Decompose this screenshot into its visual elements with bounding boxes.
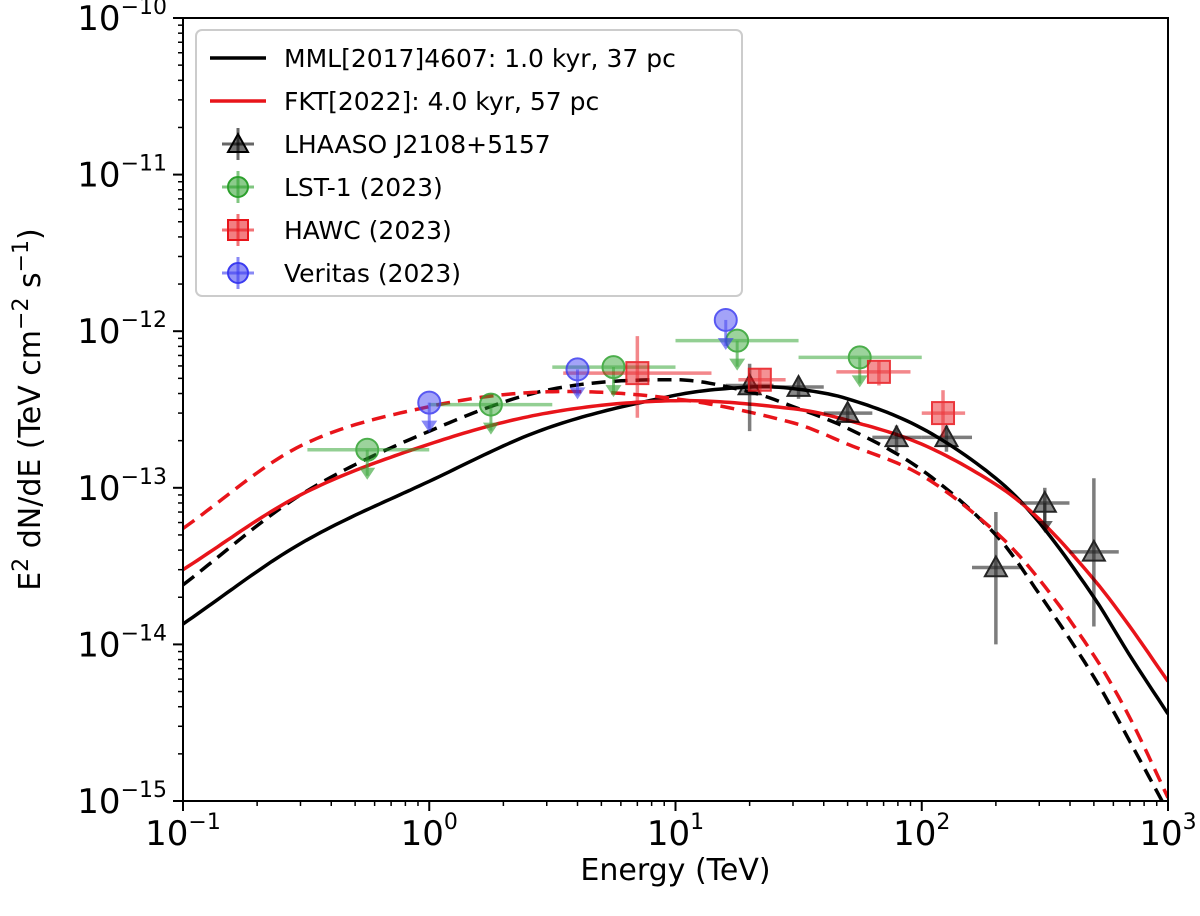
legend-label: LST-1 (2023) (284, 173, 443, 202)
axis-ticks: 10−1 100 101 102 10310−1510−1410−1310−1210−1… (77, 0, 1196, 854)
data-point-marker (625, 361, 650, 386)
x-tick-base: 10 (647, 814, 690, 854)
upper-limit-arrow (729, 358, 746, 371)
x-tick-base: 10 (145, 814, 188, 854)
data-point-marker (747, 367, 772, 392)
x-tick-base: 10 (401, 814, 444, 854)
y-tick-label: 10−10 (77, 0, 167, 39)
y-tick-exponent: −15 (121, 778, 167, 803)
data-point-marker (713, 307, 738, 332)
legend-marker-swatch (227, 262, 249, 284)
data-point-marker (355, 437, 380, 462)
data-point-marker (866, 359, 891, 384)
y-tick-label: 10−13 (77, 465, 167, 509)
legend-marker-swatch (227, 219, 249, 241)
legend-entry: HAWC (2023) (222, 214, 452, 246)
upper-limit-arrow (851, 375, 868, 388)
x-tick-base: 10 (893, 814, 936, 854)
y-tick-exponent: −10 (121, 0, 167, 20)
data-point-marker (1032, 489, 1058, 513)
data-point-marker (1081, 538, 1107, 562)
legend-box (195, 29, 743, 297)
legend-label: Veritas (2023) (284, 259, 461, 288)
y-tick-exponent: −11 (121, 152, 167, 177)
y-tick-base: 10 (77, 156, 120, 196)
y-axis-label: E2 dN/dE (TeV cm−2 s−1) (9, 228, 48, 591)
data-point-marker (983, 554, 1009, 578)
x-tick-label: 102 (893, 810, 950, 854)
upper-limit-arrow (482, 422, 499, 435)
y-tick-base: 10 (77, 469, 120, 509)
y-tick-exponent: −14 (121, 621, 167, 646)
y-tick-base: 10 (77, 782, 120, 822)
x-tick-label: 101 (647, 810, 704, 854)
model-0-solid-line (183, 384, 1168, 715)
legend-entry: FKT[2022]: 4.0 kyr, 57 pc (210, 87, 599, 116)
model-0-dashed-line (183, 377, 1165, 801)
x-axis-label: Energy (TeV) (580, 853, 770, 888)
y-tick-exponent: −13 (121, 465, 167, 490)
data-points (307, 307, 1119, 645)
x-tick-label: 10−1 (145, 810, 221, 854)
legend-entry: LST-1 (2023) (222, 171, 443, 203)
series-0 (725, 363, 1119, 645)
series-2 (563, 336, 966, 438)
upper-limit-arrow (359, 467, 376, 480)
y-tick-label: 10−14 (77, 621, 167, 665)
legend-entry: MML[2017]4607: 1.0 kyr, 37 pc (210, 44, 676, 73)
data-point-marker (785, 373, 812, 397)
upper-limit-arrow (1036, 520, 1053, 533)
legend-label: MML[2017]4607: 1.0 kyr, 37 pc (284, 44, 676, 73)
data-point-marker (883, 424, 910, 448)
y-tick-exponent: −12 (121, 308, 167, 333)
series-3 (417, 307, 738, 433)
x-tick-exponent: 2 (936, 810, 950, 835)
x-tick-base: 10 (1139, 814, 1182, 854)
model-1-dashed-line (183, 389, 1168, 799)
x-tick-exponent: −1 (188, 810, 220, 835)
data-point-marker (565, 357, 590, 382)
legend-label: FKT[2022]: 4.0 kyr, 57 pc (284, 87, 599, 116)
legend-entry: Veritas (2023) (222, 257, 461, 289)
model-curves (183, 377, 1168, 801)
upper-limit-arrow (717, 337, 734, 350)
x-tick-exponent: 3 (1183, 810, 1197, 835)
y-tick-base: 10 (77, 312, 120, 352)
legend: MML[2017]4607: 1.0 kyr, 37 pc FKT[2022]: … (195, 29, 743, 297)
data-point-marker (933, 424, 960, 448)
data-point-marker (847, 345, 872, 370)
data-point-marker (834, 400, 861, 423)
data-point-marker (478, 392, 503, 417)
x-tick-label: 103 (1139, 810, 1196, 854)
legend-marker-swatch (227, 176, 249, 198)
y-tick-label: 10−12 (77, 308, 167, 352)
y-tick-base: 10 (77, 625, 120, 665)
x-tick-exponent: 0 (444, 810, 458, 835)
upper-limit-arrow (569, 387, 586, 400)
upper-limit-arrow (421, 420, 438, 433)
x-tick-label: 100 (401, 810, 458, 854)
data-point-marker (931, 401, 956, 426)
y-tick-label: 10−15 (77, 778, 167, 822)
legend-marker-swatch (226, 131, 250, 153)
legend-entry: LHAASO J2108+5157 (222, 128, 551, 160)
x-tick-exponent: 1 (690, 810, 704, 835)
upper-limit-arrow (605, 385, 622, 398)
legend-label: LHAASO J2108+5157 (284, 130, 551, 159)
model-1-solid-line (183, 398, 1168, 683)
y-tick-label: 10−11 (77, 152, 167, 196)
legend-label: HAWC (2023) (284, 216, 452, 245)
y-tick-base: 10 (77, 0, 120, 39)
data-point-marker (417, 390, 442, 415)
